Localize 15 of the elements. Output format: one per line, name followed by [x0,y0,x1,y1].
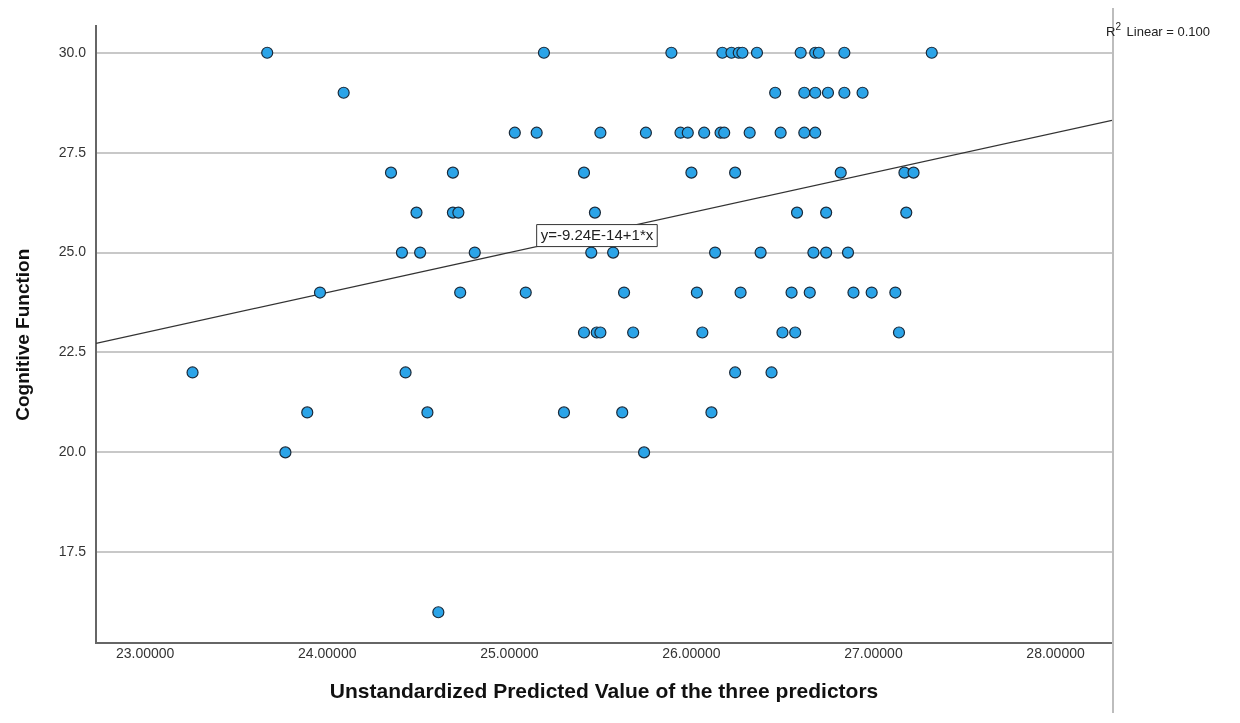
x-tick-label: 25.00000 [480,645,539,662]
x-tick-label: 23.00000 [116,645,175,662]
x-tick-label: 24.00000 [298,645,357,662]
x-tick-label: 28.00000 [1026,645,1085,662]
y-tick-label: 17.5 [58,543,87,560]
x-tick-label: 26.00000 [662,645,721,662]
y-tick-label: 22.5 [58,343,87,360]
y-tick-label: 25.0 [58,243,87,260]
annotation: y=-9.24E-14+1*x [540,225,654,243]
y-tick-label: 20.0 [58,443,87,460]
y-tick-label: 30.0 [58,43,87,60]
y-axis-title: Cognitive Function [11,248,33,421]
x-tick-label: 27.00000 [844,645,903,662]
y-tick-label: 27.5 [58,143,87,160]
x-axis-title: Unstandardized Predicted Value of the three predictors [329,679,879,703]
